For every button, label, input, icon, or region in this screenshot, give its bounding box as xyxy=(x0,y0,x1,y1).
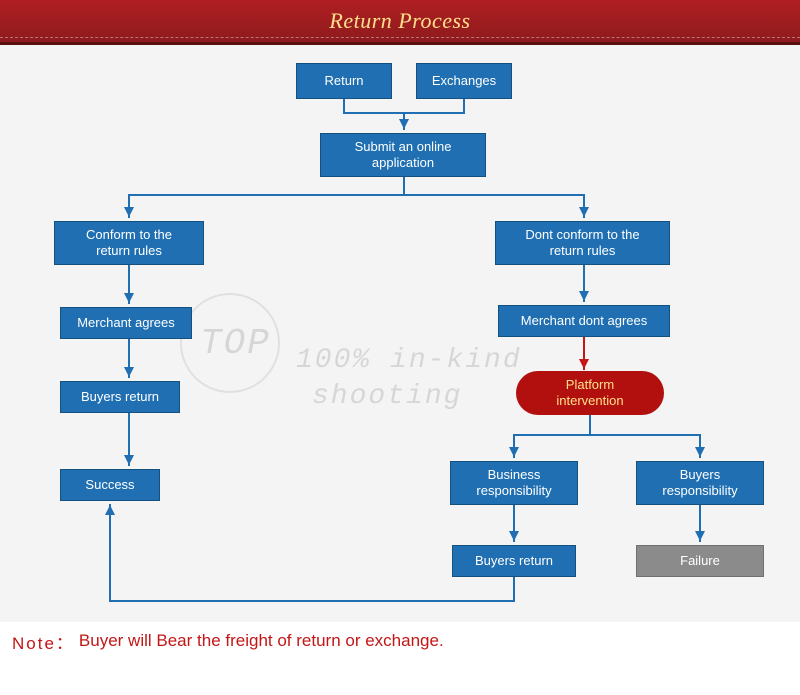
node-success: Success xyxy=(60,469,160,501)
flowchart-canvas: TOP 100% in-kind shooting Return Exchange… xyxy=(0,45,800,660)
node-m_dont: Merchant dont agrees xyxy=(498,305,670,337)
footer-text: Buyer will Bear the freight of return or… xyxy=(79,631,444,651)
watermark-line2: shooting xyxy=(312,381,462,412)
node-m_agree: Merchant agrees xyxy=(60,307,192,339)
node-return: Return xyxy=(296,63,392,99)
footer-label: Note： xyxy=(12,629,75,654)
node-failure: Failure xyxy=(636,545,764,577)
footer-note: Note： Buyer will Bear the freight of ret… xyxy=(0,622,800,660)
node-platform: Platformintervention xyxy=(516,371,664,415)
node-submit: Submit an onlineapplication xyxy=(320,133,486,177)
watermark-top: TOP xyxy=(200,323,271,364)
node-dont_conform: Dont conform to thereturn rules xyxy=(495,221,670,265)
node-exchanges: Exchanges xyxy=(416,63,512,99)
node-conform: Conform to thereturn rules xyxy=(54,221,204,265)
node-buyers_ret_r: Buyers return xyxy=(452,545,576,577)
node-biz_resp: Businessresponsibility xyxy=(450,461,578,505)
watermark-line1: 100% in-kind xyxy=(296,345,522,376)
node-buy_resp: Buyersresponsibility xyxy=(636,461,764,505)
node-buyers_ret_l: Buyers return xyxy=(60,381,180,413)
header-banner: Return Process xyxy=(0,0,800,45)
header-title: Return Process xyxy=(329,8,470,34)
